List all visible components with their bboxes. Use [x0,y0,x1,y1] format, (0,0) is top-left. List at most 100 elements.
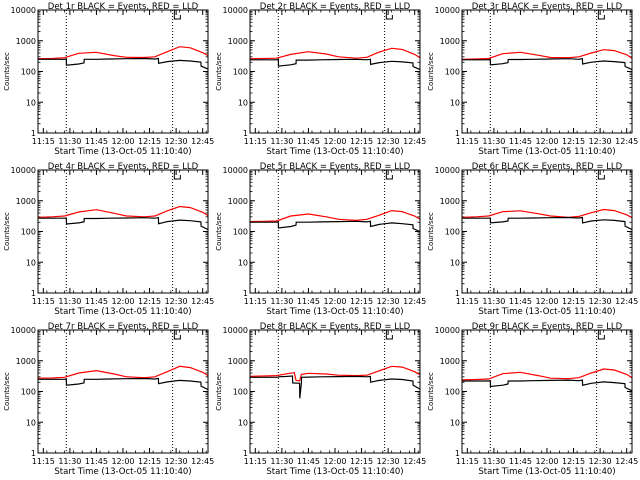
series-lld-line [38,207,208,218]
x-tick-label: 12:45 [191,137,214,146]
x-tick-label: 11:45 [297,297,320,306]
y-tick-label: 1000 [440,197,460,206]
x-tick-label: 11:15 [244,297,267,306]
series-events-line [38,218,208,230]
x-tick-label: 11:30 [58,137,81,146]
plot-frame [250,170,420,293]
x-tick-label: 11:30 [270,457,293,466]
panel-det-7: Det 7r BLACK = Events, RED = LLD 1 10 100 10… [3,322,214,477]
y-tick-label: 100 [21,388,36,397]
y-tick-label: 10000 [223,326,248,335]
x-tick-label: 12:45 [403,137,426,146]
series-events-line [250,221,420,231]
series-lld-line [38,366,208,378]
y-tick-label: 10000 [11,6,36,15]
x-axis-label: Start Time (13-Oct-05 11:10:40) [54,307,191,317]
series-events-line [462,380,632,391]
x-tick-label: 12:15 [138,297,161,306]
x-tick-label: 12:15 [350,457,373,466]
y-tick-label: 10000 [435,6,460,15]
x-tick-label: 12:30 [589,137,612,146]
y-axis-label: Counts/sec [3,52,11,91]
y-tick-label: 10000 [11,326,36,335]
y-tick-label: 10 [26,98,36,107]
x-tick-label: 11:30 [58,457,81,466]
y-tick-label: 10 [238,418,248,427]
panel-det-1: Det 1r BLACK = Events, RED = LLD 1 10 100 10… [3,2,214,157]
y-tick-label: 10000 [11,166,36,175]
x-tick-label: 12:00 [535,137,558,146]
x-tick-label: 12:45 [191,297,214,306]
y-tick-label: 100 [233,388,248,397]
detector-lightcurve-figure: Det 1r BLACK = Events, RED = LLD11010010… [0,0,640,480]
x-tick-label: 12:00 [111,297,134,306]
x-tick-label: 11:15 [244,137,267,146]
x-tick-label: 12:15 [562,297,585,306]
x-tick-label: 11:45 [509,297,532,306]
x-tick-label: 12:30 [377,457,400,466]
series-lld-line [250,211,420,222]
y-tick-label: 10 [450,98,460,107]
series-lld-line [462,50,632,60]
plot-frame [462,10,632,133]
series-lld-line [38,47,208,59]
panel-det-4: Det 4r BLACK = Events, RED = LLD11010010… [3,162,214,317]
y-tick-label: 10000 [435,326,460,335]
y-axis-label: Counts/sec [3,372,11,411]
series-events-line [250,376,420,398]
x-tick-label: 11:30 [482,297,505,306]
y-tick-label: 10000 [435,166,460,175]
x-tick-label: 12:30 [165,297,188,306]
y-tick-label: 10 [238,258,248,267]
y-tick-label: 1000 [16,357,36,366]
x-tick-label: 12:00 [323,457,346,466]
x-axis-label: Start Time (13-Oct-05 11:10:40) [54,147,191,157]
x-tick-label: 11:45 [509,137,532,146]
x-tick-label: 12:15 [562,137,585,146]
x-tick-label: 11:15 [456,137,479,146]
y-tick-label: 10000 [223,166,248,175]
x-tick-label: 12:15 [350,297,373,306]
series-lld-line [250,48,420,58]
x-tick-label: 11:30 [270,137,293,146]
series-events-line [462,218,632,230]
panel-det-5: Det 5r BLACK = Events, RED = LLD 1 10 100 10… [215,162,426,317]
x-tick-label: 11:15 [244,457,267,466]
x-tick-label: 12:00 [111,457,134,466]
x-axis-label: Start Time (13-Oct-05 11:10:40) [478,307,615,317]
x-tick-label: 12:15 [350,137,373,146]
x-tick-label: 12:30 [165,457,188,466]
y-tick-label: 10 [26,258,36,267]
x-tick-label: 12:45 [191,457,214,466]
x-tick-label: 11:30 [58,297,81,306]
y-tick-label: 1000 [440,37,460,46]
y-tick-label: 1000 [16,197,36,206]
y-tick-label: 100 [445,228,460,237]
x-axis-label: Start Time (13-Oct-05 11:10:40) [478,147,615,157]
y-tick-label: 1000 [228,357,248,366]
x-tick-label: 12:00 [535,297,558,306]
y-axis-label: Counts/sec [215,52,223,91]
x-tick-label: 12:15 [562,457,585,466]
x-axis-label: Start Time (13-Oct-05 11:10:40) [266,467,403,477]
y-axis-label: Counts/sec [427,372,435,411]
plot-frame [38,170,208,293]
x-tick-label: 12:00 [323,137,346,146]
x-axis-label: Start Time (13-Oct-05 11:10:40) [266,307,403,317]
x-tick-label: 12:00 [111,137,134,146]
x-tick-label: 11:45 [509,457,532,466]
y-tick-label: 1000 [228,37,248,46]
y-tick-label: 100 [445,68,460,77]
x-tick-label: 11:15 [32,297,55,306]
y-axis-label: Counts/sec [215,372,223,411]
x-tick-label: 12:15 [138,137,161,146]
y-tick-label: 100 [21,68,36,77]
x-tick-label: 12:00 [535,457,558,466]
x-axis-label: Start Time (13-Oct-05 11:10:40) [266,147,403,157]
panel-det-2: Det 2r BLACK = Events, RED = LLD 1 10 100 10… [215,2,426,157]
y-tick-label: 100 [233,228,248,237]
y-tick-label: 100 [21,228,36,237]
x-tick-label: 11:30 [482,457,505,466]
y-tick-label: 10 [26,418,36,427]
y-tick-label: 100 [445,388,460,397]
